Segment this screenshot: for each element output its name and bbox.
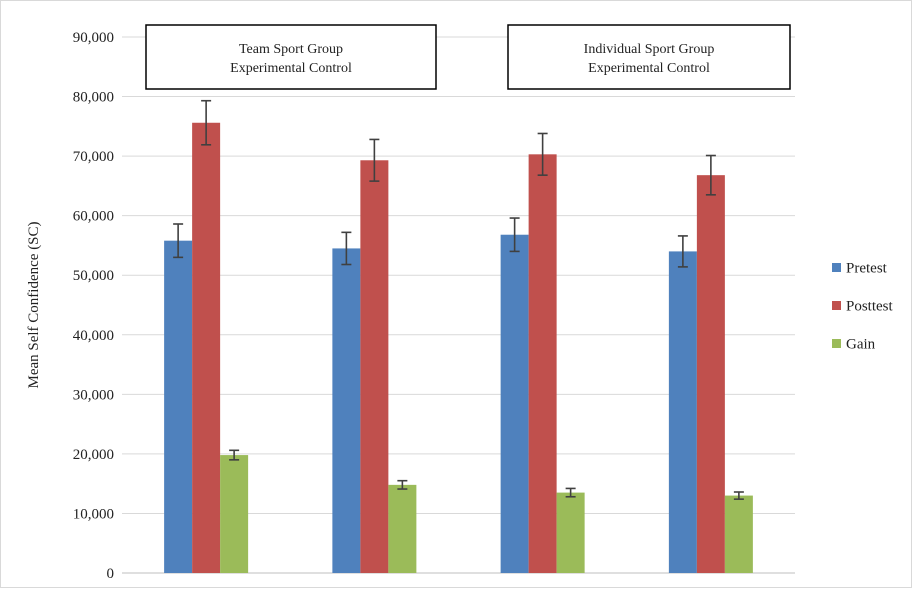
error-bar-posttest-4 (705, 154, 716, 196)
y-tick-label: 90,000 (73, 30, 114, 46)
error-bar-posttest-1 (201, 99, 212, 146)
group-box-team-frame (145, 24, 437, 90)
legend-swatch (832, 263, 841, 272)
group-box-team-line2: Experimental Control (230, 61, 352, 76)
bar-posttest-2 (360, 160, 389, 573)
error-bar-pretest-3 (509, 217, 520, 253)
y-tick-label: 0 (107, 566, 115, 582)
bar-pretest-4 (668, 251, 697, 573)
bars (164, 122, 753, 574)
bar-pretest-3 (500, 234, 529, 574)
bar-posttest-1 (192, 122, 221, 573)
error-bar-pretest-2 (341, 231, 352, 266)
bar-gain-3 (556, 492, 585, 573)
bar-posttest-4 (696, 175, 725, 573)
legend-swatch (832, 339, 841, 348)
legend-item-posttest: Posttest (832, 299, 894, 315)
error-bar-pretest-1 (173, 223, 184, 259)
error-bar-gain-1 (229, 449, 240, 461)
y-tick-label: 60,000 (73, 209, 114, 225)
group-box-individual-line2: Experimental Control (588, 61, 710, 76)
bar-gain-1 (220, 455, 249, 573)
legend-item-gain: Gain (832, 337, 876, 353)
bar-gain-2 (388, 484, 417, 573)
y-tick-label: 50,000 (73, 268, 114, 284)
legend-label: Posttest (846, 299, 894, 315)
error-bars (173, 99, 744, 500)
error-bar-posttest-3 (537, 132, 548, 176)
error-bar-gain-3 (565, 487, 576, 498)
error-bar-pretest-4 (677, 235, 688, 268)
legend-item-pretest: Pretest (832, 261, 888, 277)
group-box-team: Team Sport Group Experimental Control (145, 24, 437, 90)
y-tick-label: 10,000 (73, 506, 114, 522)
bar-pretest-2 (332, 248, 361, 573)
y-tick-label: 40,000 (73, 328, 114, 344)
bar-posttest-3 (528, 154, 557, 573)
group-box-team-line1: Team Sport Group (239, 42, 343, 57)
legend-label: Gain (846, 337, 876, 353)
group-box-individual-line1: Individual Sport Group (584, 42, 715, 57)
bar-pretest-1 (164, 240, 193, 573)
y-axis-title: Mean Self Confidence (SC) (26, 221, 42, 388)
y-tick-label: 30,000 (73, 387, 114, 403)
legend-swatch (832, 301, 841, 310)
error-bar-posttest-2 (369, 138, 380, 182)
y-tick-label: 20,000 (73, 447, 114, 463)
group-box-individual-frame (507, 24, 791, 90)
y-tick-label: 80,000 (73, 90, 114, 106)
error-bar-gain-2 (397, 479, 408, 490)
legend: Pretest Posttest Gain (832, 261, 894, 353)
group-box-individual: Individual Sport Group Experimental Cont… (507, 24, 791, 90)
y-axis-ticks: 0 10,000 20,000 30,000 40,000 50,000 60,000 70,… (73, 30, 114, 582)
error-bar-gain-4 (733, 491, 744, 500)
legend-label: Pretest (846, 261, 888, 277)
y-tick-label: 70,000 (73, 149, 114, 165)
bar-gain-4 (724, 495, 753, 573)
